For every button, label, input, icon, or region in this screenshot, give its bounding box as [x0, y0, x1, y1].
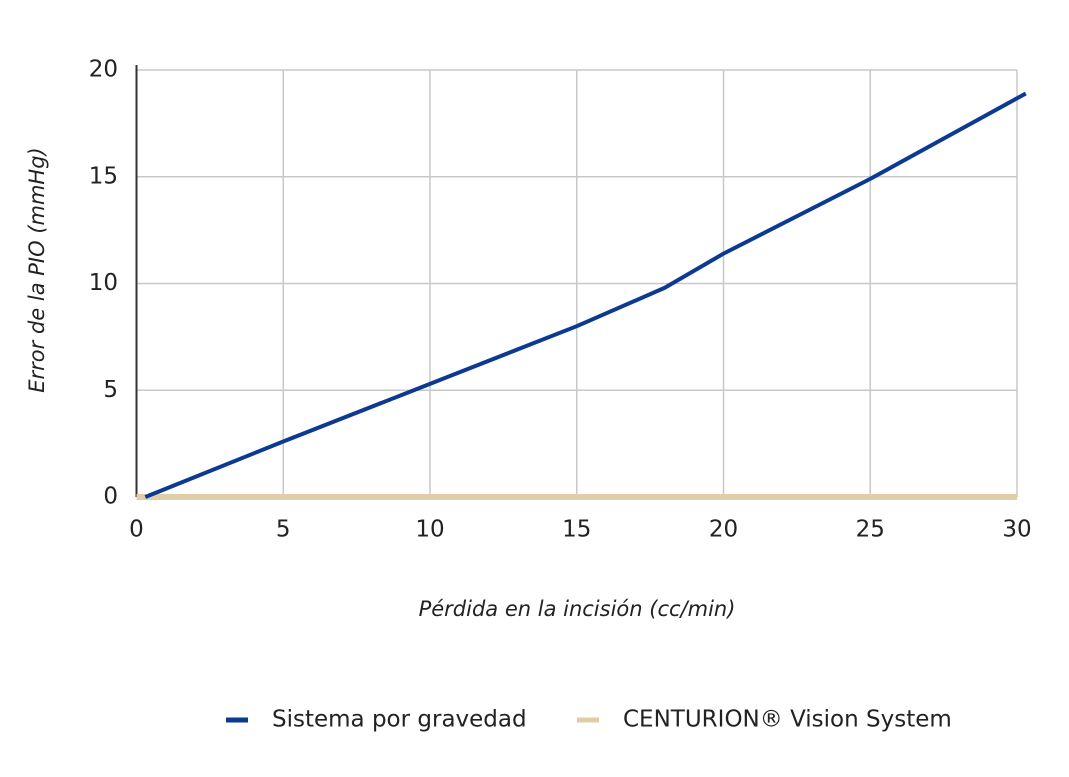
- x-tick-label: 0: [129, 517, 144, 543]
- y-tick-label: 15: [89, 163, 118, 189]
- x-tick-label: 30: [1002, 517, 1031, 543]
- x-tick-label: 25: [856, 517, 885, 543]
- x-tick-label: 15: [562, 517, 591, 543]
- y-tick-label: 0: [103, 484, 118, 510]
- legend-label: CENTURION® Vision System: [623, 707, 952, 733]
- data-line: [144, 91, 1027, 499]
- x-tick-label: 20: [709, 517, 738, 543]
- x-tick-label: 10: [415, 517, 444, 543]
- x-tick-label: 5: [276, 517, 291, 543]
- legend-label: Sistema por gravedad: [272, 707, 527, 733]
- y-axis-label: Error de la PIO (mmHg): [25, 147, 49, 392]
- y-tick-label: 10: [89, 270, 118, 296]
- x-axis-label: Pérdida en la incisión (cc/min): [419, 597, 736, 621]
- y-tick-label: 20: [89, 57, 118, 83]
- y-tick-label: 5: [103, 377, 118, 403]
